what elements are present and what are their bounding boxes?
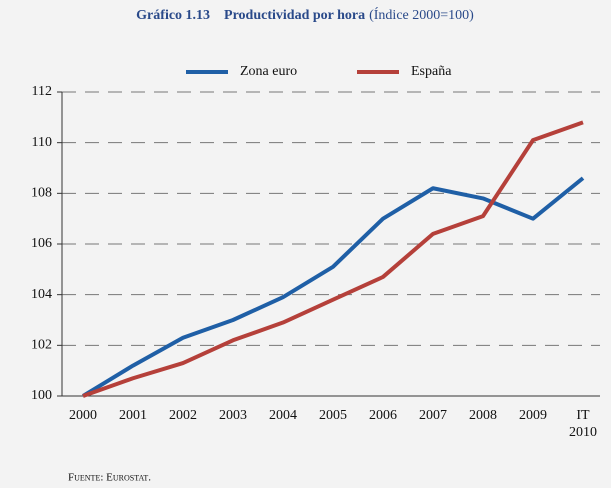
- chart-title-note: (Índice 2000=100): [369, 6, 474, 23]
- y-tick-label: 100: [31, 388, 52, 403]
- line-series: [81, 176, 585, 398]
- x-tick-label: 2003: [219, 408, 247, 423]
- y-tick-label: 108: [31, 186, 52, 201]
- legend-label: Zona euro: [240, 64, 297, 79]
- x-tick-label: 2002: [169, 408, 197, 423]
- chart-title-group: Gráfico 1.13 Productividad por hora (Índic…: [136, 6, 474, 23]
- x-tick-label: 2001: [119, 408, 147, 423]
- line-series: [82, 120, 584, 398]
- source: Fuente: Eurostat.: [68, 472, 151, 484]
- x-tick-label: 2005: [319, 408, 347, 423]
- x-tick-label: 2000: [69, 408, 97, 423]
- x-tick-label: 2009: [519, 408, 547, 423]
- y-tick-label: 110: [32, 135, 52, 150]
- y-tick-label: 106: [31, 236, 52, 251]
- legend-label: España: [411, 64, 452, 79]
- x-tick-label-line: 2010: [569, 425, 597, 440]
- x-tick-label: 2006: [369, 408, 397, 423]
- x-tick-label: IT 2010: [569, 408, 597, 440]
- x-tick-label-line: IT: [576, 408, 590, 423]
- x-tick-label: 2008: [469, 408, 497, 423]
- x-tick-label: 2007: [419, 408, 447, 423]
- x-tick-label: 2004: [269, 408, 297, 423]
- chart-number: Gráfico 1.13: [136, 8, 210, 23]
- y-tick-label: 104: [31, 287, 52, 302]
- y-tick-label: 112: [32, 84, 52, 99]
- chart-title: Productividad por hora: [224, 8, 365, 23]
- y-tick-label: 102: [31, 338, 52, 353]
